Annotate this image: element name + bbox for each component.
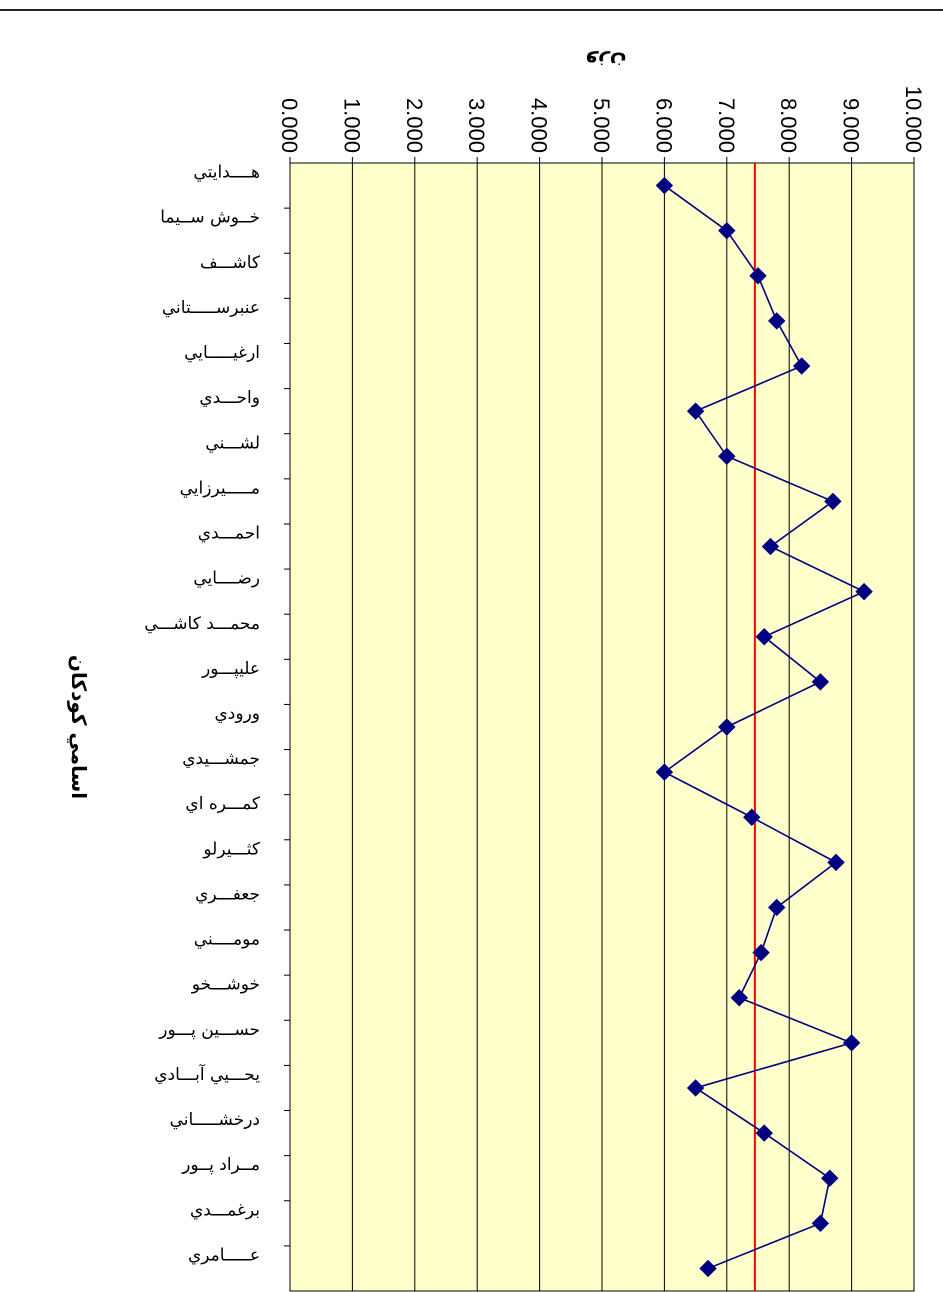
data-point-marker xyxy=(718,221,736,240)
x-tick-label: 7.000 xyxy=(714,98,739,153)
category-label: خوشـــخو xyxy=(191,975,260,995)
category-label: كثـــيرلو xyxy=(202,839,261,859)
category-label: عـــــامري xyxy=(188,1245,260,1265)
category-label: ورودي xyxy=(214,704,260,724)
category-label: مومــــني xyxy=(194,930,260,950)
data-point-marker xyxy=(718,447,736,465)
category-label: حســـين پـــور xyxy=(158,1020,260,1040)
category-label: خــوش ســيما xyxy=(160,208,260,228)
data-point-marker xyxy=(821,1169,839,1187)
category-label: لشـــني xyxy=(205,433,260,453)
x-axis-ticks: 0.000 1.000 2.000 3.000 4.000 5.000 6.000 7.000… xyxy=(277,86,926,163)
category-label: عليپـــور xyxy=(201,659,260,679)
x-tick-label: 10.000 xyxy=(901,86,926,153)
data-point-marker xyxy=(768,312,786,330)
category-label: درخشـــــاني xyxy=(170,1110,260,1130)
data-point-marker xyxy=(842,1034,861,1052)
x-tick-label: 0.000 xyxy=(277,98,302,153)
category-label: جعفـــري xyxy=(195,884,260,904)
x-tick-label: 2.000 xyxy=(402,98,427,153)
category-label: مــراد پــور xyxy=(181,1155,260,1175)
data-point-marker xyxy=(827,853,845,872)
category-label: برغمـــدي xyxy=(190,1200,260,1220)
x-tick-label: 8.000 xyxy=(776,98,801,153)
data-point-marker xyxy=(730,989,748,1007)
category-label: واحـــدي xyxy=(199,388,260,408)
category-label: رضــــايي xyxy=(193,569,260,589)
data-point-marker xyxy=(749,267,767,285)
category-label: مـــــيرزايي xyxy=(180,478,260,498)
x-tick-label: 3.000 xyxy=(464,98,489,153)
category-label: يحـــيي آبـــادي xyxy=(154,1063,260,1085)
category-label: هــــدايتي xyxy=(193,163,260,183)
data-point-marker xyxy=(768,898,786,917)
data-point-marker xyxy=(655,763,674,781)
category-label: ارغيـــــايي xyxy=(184,343,260,363)
data-point-marker xyxy=(743,808,761,826)
category-label: عنبرســـــتاني xyxy=(162,298,260,318)
category-label: كاشـــف xyxy=(200,253,261,273)
x-tick-label: 1.000 xyxy=(339,98,364,153)
x-tick-label: 6.000 xyxy=(651,98,676,153)
data-point-marker xyxy=(686,402,705,420)
x-tick-label: 9.000 xyxy=(839,98,864,153)
data-point-marker xyxy=(811,1214,830,1233)
data-point-marker xyxy=(855,582,873,601)
data-point-marker xyxy=(755,628,773,646)
series-markers xyxy=(655,176,873,1278)
data-point-marker xyxy=(811,673,830,691)
data-point-marker xyxy=(792,357,811,375)
category-label: احمـــدي xyxy=(198,524,260,544)
category-labels: هــــدايتي خــوش ســيما كاشـــف عنبرســـــت… xyxy=(144,163,290,1265)
category-label: كمـــره اي xyxy=(185,794,260,814)
x-tick-label: 5.000 xyxy=(589,98,614,153)
data-point-marker xyxy=(718,718,736,736)
x-axis-title: وزن xyxy=(585,51,626,75)
data-point-marker xyxy=(761,537,780,556)
category-label: جمشـــيدي xyxy=(182,749,260,769)
top-border xyxy=(0,0,943,11)
y-axis-title: اسامي كودكان xyxy=(66,655,91,799)
x-tick-label: 4.000 xyxy=(527,98,552,153)
category-label: محمـــد كاشـــي xyxy=(144,614,260,634)
data-point-marker xyxy=(752,943,770,962)
data-point-marker xyxy=(824,492,842,511)
data-point-marker xyxy=(755,1124,773,1142)
data-point-marker xyxy=(655,176,674,195)
data-point-marker xyxy=(686,1079,705,1097)
data-point-marker xyxy=(699,1259,717,1278)
